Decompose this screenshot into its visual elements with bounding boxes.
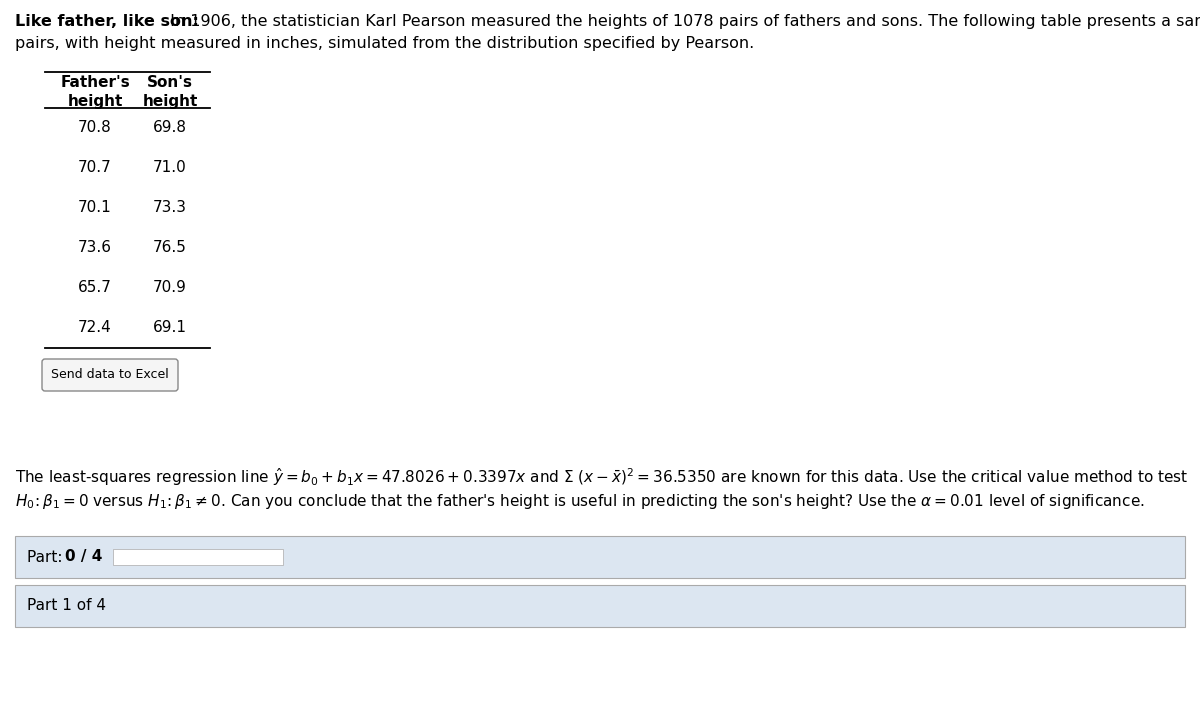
Bar <box>14 585 1186 627</box>
Text: Part 1 of 4: Part 1 of 4 <box>28 598 106 613</box>
Text: Send data to Excel: Send data to Excel <box>52 369 169 381</box>
FancyBboxPatch shape <box>42 359 178 391</box>
Text: 0 / 4: 0 / 4 <box>65 549 102 564</box>
Text: 76.5: 76.5 <box>154 240 187 255</box>
Text: 70.8: 70.8 <box>78 121 112 135</box>
Text: Son's
height: Son's height <box>143 75 198 108</box>
Text: Part:: Part: <box>28 549 67 564</box>
Text: 70.1: 70.1 <box>78 201 112 216</box>
Text: 73.3: 73.3 <box>154 201 187 216</box>
Text: 69.8: 69.8 <box>154 121 187 135</box>
Text: 69.1: 69.1 <box>154 320 187 335</box>
Text: The least-squares regression line $\hat{y}=b_0+b_1x=47.8026+0.3397x$ and $\Sigma: The least-squares regression line $\hat{… <box>14 466 1188 488</box>
Text: Like father, like son:: Like father, like son: <box>14 14 199 29</box>
Bar <box>113 549 283 565</box>
Text: 72.4: 72.4 <box>78 320 112 335</box>
Text: pairs, with height measured in inches, simulated from the distribution specified: pairs, with height measured in inches, s… <box>14 36 755 51</box>
Text: 73.6: 73.6 <box>78 240 112 255</box>
Text: 71.0: 71.0 <box>154 160 187 176</box>
Text: 65.7: 65.7 <box>78 281 112 296</box>
Text: 70.7: 70.7 <box>78 160 112 176</box>
Text: Father's
height: Father's height <box>60 75 130 108</box>
Bar <box>14 536 1186 578</box>
Text: $H_0\!:\beta_1=0$ versus $H_1\!:\beta_1\neq 0$. Can you conclude that the father: $H_0\!:\beta_1=0$ versus $H_1\!:\beta_1\… <box>14 492 1145 511</box>
Text: 70.9: 70.9 <box>154 281 187 296</box>
Text: In 1906, the statistician Karl Pearson measured the heights of 1078 pairs of fat: In 1906, the statistician Karl Pearson m… <box>166 14 1200 29</box>
